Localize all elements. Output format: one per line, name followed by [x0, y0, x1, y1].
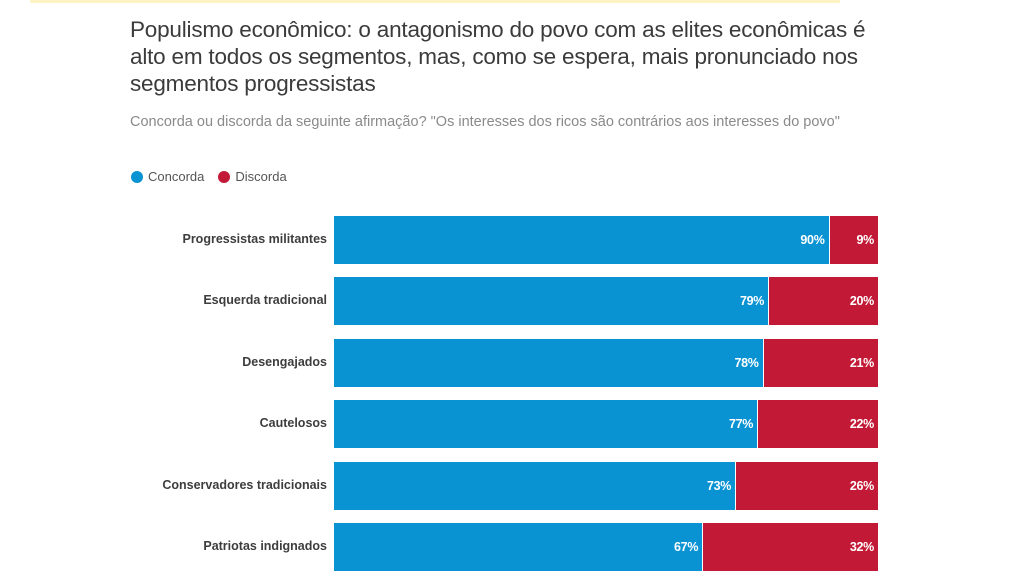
bar-segment-discorda: 26%: [735, 461, 878, 510]
data-label: 67%: [674, 540, 699, 554]
category-label: Desengajados: [242, 354, 327, 369]
data-label: 9%: [856, 233, 875, 247]
legend-item-discorda: Discorda: [218, 169, 287, 184]
category-label: Progressistas militantes: [182, 232, 327, 246]
category-label: Conservadores tradicionais: [162, 477, 327, 492]
data-label: 26%: [849, 478, 874, 493]
data-label: 90%: [800, 233, 825, 247]
data-label: 32%: [849, 540, 874, 554]
legend-dot-discorda-icon: [218, 170, 231, 183]
legend-item-concorda: Concorda: [131, 169, 204, 184]
bar-segment-concorda: 77%: [334, 400, 758, 449]
bar-row: 79% 20%: [334, 277, 878, 326]
bar-segment-concorda: 78%: [334, 338, 763, 387]
legend-dot-concorda-icon: [131, 170, 143, 183]
bar-segment-concorda: 67%: [334, 523, 703, 571]
bar-segment-discorda: 22%: [757, 400, 878, 449]
bar-segment-concorda: 79%: [334, 277, 769, 326]
legend: Concorda Discorda: [131, 169, 301, 184]
bar-segment-discorda: 9%: [828, 216, 878, 264]
bar-row: 90% 9%: [334, 216, 878, 264]
bar-row: 73% 26%: [334, 461, 878, 510]
category-label: Cautelosos: [259, 416, 327, 431]
chart-subtitle: Concorda ou discorda da seguinte afirmaç…: [130, 114, 840, 130]
chart-title: Populismo econômico: o antagonismo do po…: [130, 17, 866, 96]
category-label: Patriotas indignados: [203, 539, 327, 553]
bar-segment-discorda: 21%: [762, 338, 878, 387]
category-label: Esquerda tradicional: [203, 293, 327, 308]
top-highlight-strip: [30, 0, 840, 3]
bar-row: 77% 22%: [334, 400, 878, 449]
data-label: 20%: [849, 294, 874, 309]
bar-segment-concorda: 73%: [334, 461, 736, 510]
bar-segment-concorda: 90%: [334, 216, 829, 264]
data-label: 22%: [849, 417, 874, 432]
legend-label: Concorda: [148, 169, 205, 184]
legend-label: Discorda: [235, 169, 287, 184]
data-label: 73%: [707, 478, 732, 493]
data-label: 78%: [734, 355, 759, 370]
bar-row: 78% 21%: [334, 338, 878, 387]
data-label: 21%: [849, 355, 874, 370]
data-label: 77%: [728, 417, 754, 432]
bar-segment-discorda: 20%: [768, 277, 878, 326]
bar-row: 67% 32%: [334, 523, 878, 571]
data-label: 79%: [739, 294, 765, 309]
bar-segment-discorda: 32%: [702, 523, 878, 571]
